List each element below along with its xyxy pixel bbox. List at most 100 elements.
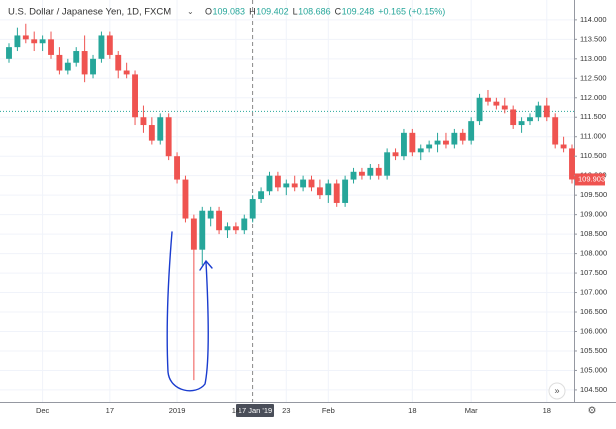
- candle-body: [451, 132, 458, 145]
- candle-body: [207, 210, 214, 219]
- candle-body: [232, 226, 239, 231]
- candle-body: [148, 125, 155, 141]
- candle-body: [274, 175, 281, 188]
- y-tick-label: 111.000: [580, 132, 606, 141]
- plot-area: [0, 23, 575, 381]
- scroll-icon: »: [554, 385, 559, 395]
- ohlc-change: +0.165 (+0.15%): [378, 6, 445, 16]
- y-tick-label: 110.500: [580, 151, 607, 160]
- candle-body: [241, 218, 248, 231]
- candle-body: [258, 191, 265, 200]
- candle-body: [140, 117, 147, 126]
- y-tick-label: 106.500: [580, 307, 607, 316]
- crosshair-label-bg: [236, 404, 274, 417]
- x-tick-label: Mar: [465, 406, 478, 415]
- candle-body: [485, 97, 491, 102]
- candle-body: [426, 144, 433, 149]
- candle-body: [48, 39, 54, 55]
- candle-body: [308, 179, 315, 188]
- legend-toggle[interactable]: ⌄: [187, 7, 194, 16]
- candle-body: [358, 171, 365, 176]
- annotation-arrow: [199, 259, 213, 271]
- candle-body: [283, 183, 290, 188]
- candle-body: [22, 35, 29, 40]
- candle-body: [224, 226, 231, 231]
- scroll-to-realtime[interactable]: [548, 382, 566, 400]
- ohlc-key: C: [335, 6, 342, 16]
- candle-body: [459, 132, 466, 141]
- candle-body: [98, 35, 105, 59]
- candle-body: [501, 105, 508, 110]
- x-tick-label: 18: [543, 406, 551, 415]
- x-tick-label: 14: [232, 406, 240, 415]
- candle-body: [468, 121, 475, 141]
- candle-body: [157, 117, 164, 141]
- x-tick-label: 2019: [169, 406, 186, 415]
- grid: [0, 0, 574, 402]
- candle-body: [543, 105, 550, 118]
- candle-body: [569, 148, 575, 180]
- y-tick-label: 111.500: [580, 112, 606, 121]
- candle-body: [14, 35, 21, 48]
- y-tick-label: 107.500: [580, 268, 607, 277]
- x-tick-label: Feb: [322, 406, 335, 415]
- candle-body: [417, 148, 424, 153]
- y-tick-label: 105.500: [580, 346, 607, 355]
- candle-body: [165, 117, 172, 157]
- candle-body: [199, 210, 206, 250]
- candle-body: [31, 39, 38, 44]
- candle-body: [291, 183, 298, 188]
- candle-body: [64, 62, 71, 71]
- candle-body: [342, 179, 349, 203]
- candle-body: [81, 51, 88, 75]
- candle-body: [367, 167, 374, 176]
- candle-body: [90, 58, 96, 75]
- ohlc-value: 108.686: [298, 6, 331, 16]
- candle-body: [384, 152, 391, 176]
- candle-body: [182, 179, 189, 219]
- candle-body: [249, 199, 256, 219]
- candle-body: [106, 35, 113, 55]
- y-tick-label: 113.500: [580, 34, 607, 43]
- crosshair-label: 17 Jan '19: [238, 406, 272, 415]
- ohlc-key: O: [205, 6, 212, 16]
- candle-body: [174, 156, 181, 180]
- candle-body: [39, 39, 46, 44]
- y-tick-label: 109.500: [580, 190, 607, 199]
- settings-icon[interactable]: ⚙: [588, 406, 597, 417]
- candle-body: [476, 97, 483, 122]
- chart-legend: U.S. Dollar / Japanese Yen, 1D, FXCM ⌄ O…: [8, 6, 445, 17]
- candle-body: [375, 167, 382, 176]
- candle-body: [132, 74, 138, 118]
- candle-body: [518, 121, 525, 126]
- candle-body: [493, 101, 500, 106]
- candle-body: [73, 51, 80, 63]
- candle-body: [350, 171, 357, 180]
- hand-drawn-annotation: [166, 231, 213, 392]
- candle-body: [190, 218, 197, 250]
- candle-body: [510, 109, 517, 126]
- candle-body: [6, 47, 12, 59]
- ohlc-value: 109.248: [342, 6, 375, 16]
- candle-body: [266, 175, 273, 192]
- ohlc-key: L: [293, 6, 298, 16]
- candle-body: [56, 54, 63, 71]
- y-tick-label: 108.000: [580, 249, 607, 258]
- x-tick-label: 17: [106, 406, 114, 415]
- candle-body: [400, 132, 407, 157]
- y-tick-label: 109.000: [580, 210, 607, 219]
- x-tick-label: 23: [282, 406, 290, 415]
- candle-body: [409, 132, 416, 153]
- y-tick-label: 112.000: [580, 93, 607, 102]
- y-tick-label: 106.000: [580, 326, 607, 335]
- y-tick-label: 107.000: [580, 288, 607, 297]
- candle-body: [333, 183, 340, 203]
- annotation-loop: [166, 231, 209, 392]
- y-tick-label: 108.500: [580, 229, 607, 238]
- ohlc-value: 109.083: [213, 6, 246, 16]
- symbol-title: U.S. Dollar / Japanese Yen, 1D, FXCM: [8, 7, 171, 18]
- candle-body: [325, 183, 332, 196]
- candle-body: [434, 140, 441, 145]
- candle-body: [443, 140, 449, 145]
